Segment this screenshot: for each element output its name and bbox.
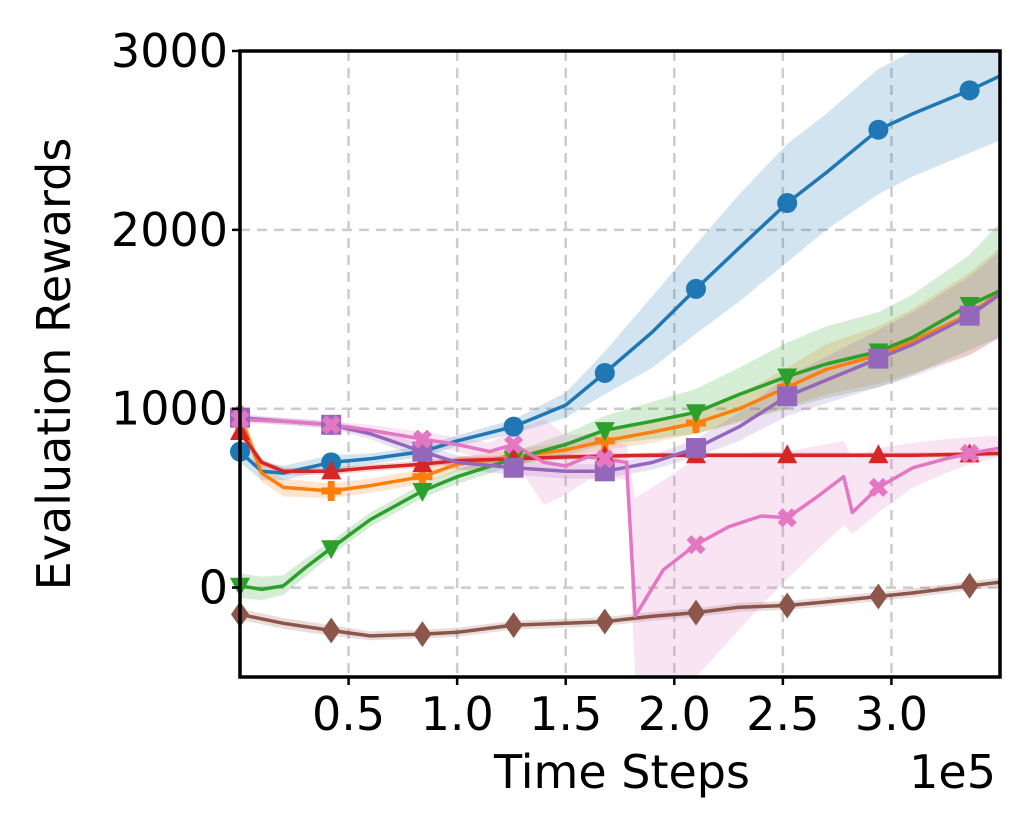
marker-x: [960, 443, 980, 463]
y-tick-label: 1000: [111, 382, 228, 436]
marker-x-bar: [777, 508, 797, 528]
marker-circle: [868, 119, 889, 140]
marker-triangle-down: [594, 422, 615, 442]
marker-x-bar: [960, 443, 980, 463]
marker-x: [504, 434, 524, 455]
marker-triangle-up: [321, 460, 342, 480]
marker-circle: [594, 362, 615, 383]
marker-square: [868, 348, 889, 369]
x-tick-label: 0.5: [312, 687, 385, 741]
series-1-band: [240, 51, 1000, 481]
marker-x-bar: [504, 434, 524, 455]
marker-circle: [777, 193, 798, 214]
marker-square: [686, 438, 706, 459]
marker-square: [777, 386, 798, 407]
y-tick-label: 3000: [111, 24, 228, 78]
marker-x-bar: [868, 477, 888, 497]
grid-lines: [240, 49, 1000, 677]
x-tick-label: 3.0: [855, 687, 928, 741]
marker-diamond: [687, 599, 705, 626]
marker-triangle-down: [412, 482, 433, 502]
series-3-band: [240, 222, 1000, 601]
x-axis-offset-label: 1e5: [909, 745, 996, 799]
marker-x-bar: [595, 449, 615, 469]
marker-diamond: [960, 572, 979, 599]
y-tick-label: 2000: [111, 203, 228, 257]
x-tick-marks: [347, 677, 893, 685]
marker-diamond: [504, 612, 523, 639]
marker-x-bar: [412, 429, 432, 449]
marker-x: [686, 535, 706, 555]
marker-x: [321, 415, 341, 435]
marker-triangle-down: [321, 540, 342, 560]
marker-diamond: [869, 583, 888, 610]
marker-triangle-down: [777, 368, 798, 388]
marker-x-bar: [686, 535, 706, 555]
marker-triangle-up: [412, 453, 433, 473]
series-markers: [230, 80, 980, 648]
marker-x: [412, 429, 432, 449]
marker-diamond: [595, 608, 614, 635]
marker-x: [595, 449, 615, 469]
marker-x: [868, 477, 888, 497]
y-tick-marks: [232, 49, 240, 589]
series-7-line: [240, 417, 1000, 618]
marker-x-bar: [321, 415, 341, 435]
marker-diamond: [778, 592, 797, 619]
x-tick-label: 1.5: [529, 687, 602, 741]
marker-circle: [503, 416, 524, 437]
marker-x: [777, 508, 797, 528]
marker-square: [959, 305, 980, 326]
series-7-band: [240, 415, 1000, 677]
marker-plus: [418, 466, 426, 487]
marker-diamond: [413, 621, 432, 648]
x-tick-label: 2.0: [638, 687, 711, 741]
plot-frame: [238, 49, 1002, 679]
marker-plus: [327, 480, 335, 501]
x-axis-title: Time Steps: [493, 745, 750, 799]
marker-diamond: [322, 617, 341, 644]
x-tick-label: 1.0: [421, 687, 494, 741]
marker-triangle-up: [777, 444, 798, 464]
y-tick-label: 0: [199, 561, 228, 615]
marker-square: [503, 457, 524, 478]
marker-circle: [686, 278, 706, 299]
y-axis-title: Evaluation Rewards: [27, 138, 81, 591]
marker-triangle-up: [868, 444, 889, 464]
x-tick-label: 2.5: [746, 687, 819, 741]
marker-triangle-down: [686, 404, 706, 424]
series-6-line: [240, 580, 1000, 638]
marker-circle: [959, 80, 980, 101]
